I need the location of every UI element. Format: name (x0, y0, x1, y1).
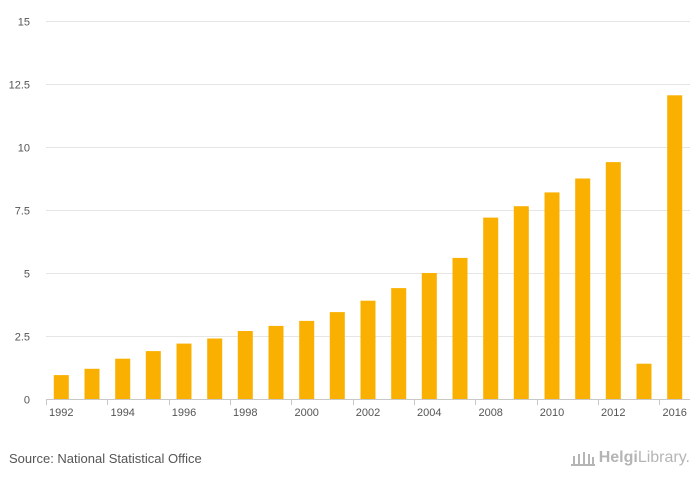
x-tick-label: 2016 (662, 407, 686, 419)
x-tick-label: 2000 (294, 407, 318, 419)
grid-lines (46, 21, 690, 337)
bar-2010[interactable] (544, 192, 560, 399)
x-tick-label: 2010 (540, 407, 564, 419)
y-tick-label: 10 (18, 143, 30, 155)
y-tick-label: 0 (24, 395, 30, 407)
bar-2013[interactable] (636, 363, 652, 399)
bar-2005[interactable] (452, 257, 468, 399)
bar-1998[interactable] (237, 331, 253, 399)
bar-2016[interactable] (667, 95, 683, 400)
x-tick-label: 2004 (417, 407, 441, 419)
y-tick-label: 5 (24, 269, 30, 281)
bar-1995[interactable] (145, 351, 161, 399)
y-axis-ticks: 0 2.5 5 7.5 10 12.5 15 (9, 17, 30, 407)
bar-2002[interactable] (360, 300, 376, 399)
y-tick-label: 7.5 (15, 206, 30, 218)
bar-2012[interactable] (605, 162, 621, 399)
x-tick-label: 2002 (356, 407, 380, 419)
bar-1992[interactable] (53, 375, 69, 399)
brand-name-light: Library. (637, 449, 690, 466)
bar-2008[interactable] (483, 217, 499, 399)
y-tick-label: 2.5 (15, 332, 30, 344)
helgi-library-logo: Helgi Library. (570, 449, 690, 467)
y-tick-label: 12.5 (9, 80, 30, 92)
y-tick-label: 15 (18, 17, 30, 29)
x-tick-label: 2012 (601, 407, 625, 419)
x-tick-label: 1994 (110, 407, 134, 419)
bar-2001[interactable] (329, 312, 345, 399)
bar-1999[interactable] (268, 325, 284, 399)
bar-1994[interactable] (115, 358, 131, 399)
x-tick-label: 1992 (49, 407, 73, 419)
bar-2009[interactable] (513, 206, 529, 399)
bar-1997[interactable] (207, 338, 223, 400)
bar-2000[interactable] (299, 320, 315, 399)
brand-name-bold: Helgi (598, 449, 638, 466)
bars (53, 95, 683, 400)
source-note: Source: National Statistical Office (9, 451, 202, 466)
bar-2004[interactable] (421, 273, 437, 399)
bar-1996[interactable] (176, 343, 192, 399)
x-tick-label: 1998 (233, 407, 257, 419)
bar-2003[interactable] (391, 288, 407, 399)
x-tick-label: 2008 (478, 407, 502, 419)
bar-2011[interactable] (575, 178, 591, 400)
x-axis: 1992 1994 1996 1998 2000 2002 2004 2008 2010 2012… (46, 399, 690, 419)
library-building-icon (570, 452, 595, 466)
bar-1993[interactable] (84, 368, 100, 399)
x-tick-label: 1996 (172, 407, 196, 419)
